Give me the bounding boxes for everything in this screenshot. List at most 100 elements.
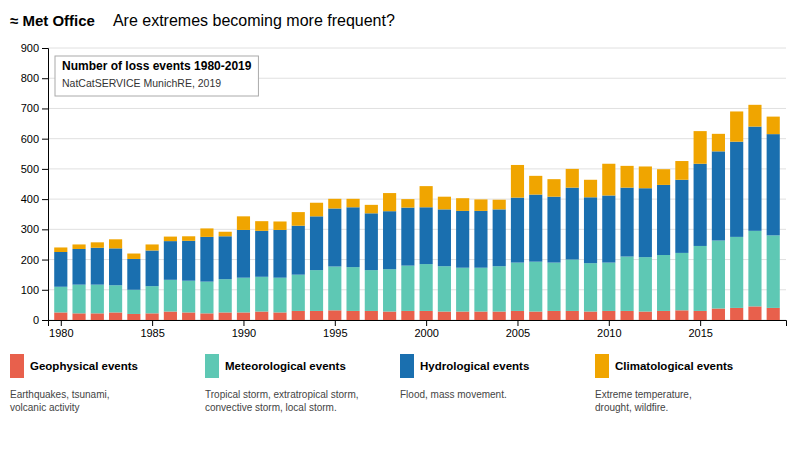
bar [200,313,213,320]
x-tick-label: 1985 [140,327,164,339]
bar [639,166,652,188]
bar [365,205,378,213]
bar [273,278,286,313]
bar [328,208,341,266]
grid-line [48,48,786,49]
legend-swatch [205,354,219,378]
bar [146,286,159,313]
bar [146,250,159,286]
y-tick-mark [42,229,48,230]
bar [438,266,451,311]
bar [54,287,67,313]
bar [255,277,268,312]
bar [547,179,560,197]
bar [328,199,341,209]
bar [91,242,104,247]
bar [401,266,414,311]
y-axis-line [42,49,49,321]
grid-line [48,138,786,139]
bar [237,312,250,320]
brand: ≈ Met Office [10,12,95,29]
bar [547,311,560,320]
bar [694,164,707,246]
bar [474,312,487,320]
y-tick: 300 [21,223,48,235]
bar [712,151,725,240]
bar [292,311,305,320]
legend-item: Climatological eventsExtreme temperature… [595,354,733,413]
bar [401,311,414,320]
bar [237,230,250,278]
bar [511,198,524,263]
bar [511,165,524,198]
x-tick: 2015 [688,320,712,339]
bar [748,105,761,127]
x-axis-line [49,321,787,327]
bar [164,312,177,320]
chart: ≈ Met OfficeAre extremes becoming more f… [0,0,800,450]
bar [438,312,451,320]
x-tick-mark [517,320,518,326]
bar [255,312,268,320]
bar [146,244,159,250]
legend-swatch [400,354,414,378]
bar [164,241,177,280]
legend-item: Meteorological eventsTropical storm, ext… [205,354,359,413]
bar [694,311,707,320]
bar [72,313,85,320]
bar [109,312,122,320]
annotation-box: Number of loss events 1980-2019NatCatSER… [55,56,258,96]
bar [767,117,780,135]
y-tick-mark [42,320,48,321]
bar [730,308,743,320]
bar [529,262,542,312]
bar [547,263,560,311]
x-tick-mark [243,320,244,326]
y-tick: 200 [21,254,48,266]
bar [602,164,615,196]
bar-series [54,306,780,320]
bar [401,199,414,207]
y-tick: 100 [21,284,48,296]
y-tick-label: 400 [21,193,39,205]
bar [511,263,524,311]
grid [48,48,786,320]
bar [237,216,250,230]
bar [383,193,396,211]
bar [493,200,506,210]
bar [566,169,579,188]
legend-label: Meteorological events [225,360,346,372]
legend-label: Climatological events [615,360,733,372]
bar [164,237,177,242]
legend-description: Flood, mass movement. [400,389,507,400]
bar [365,311,378,320]
bar [72,285,85,314]
bar [127,314,140,320]
bar [493,266,506,311]
y-tick-label: 100 [21,284,39,296]
legend-label: Hydrological events [420,360,529,372]
bar [474,211,487,268]
bar [529,312,542,320]
bar [456,198,469,211]
y-tick: 0 [33,314,48,326]
annotation: Number of loss events 1980-2019 [62,59,252,73]
bar [620,188,633,257]
bar [657,311,670,320]
y-tick-label: 0 [33,314,39,326]
annotation-frame [55,56,258,96]
bar [127,290,140,314]
bar [310,311,323,320]
bar [54,247,67,252]
bar [292,226,305,275]
x-tick-label: 2000 [414,327,438,339]
bar [712,241,725,309]
bar [127,259,140,290]
bar [420,311,433,320]
bar [273,221,286,229]
x-tick: 1990 [232,320,256,339]
bar [584,312,597,320]
x-tick-label: 1990 [232,327,256,339]
bar [383,211,396,269]
bar [456,211,469,268]
